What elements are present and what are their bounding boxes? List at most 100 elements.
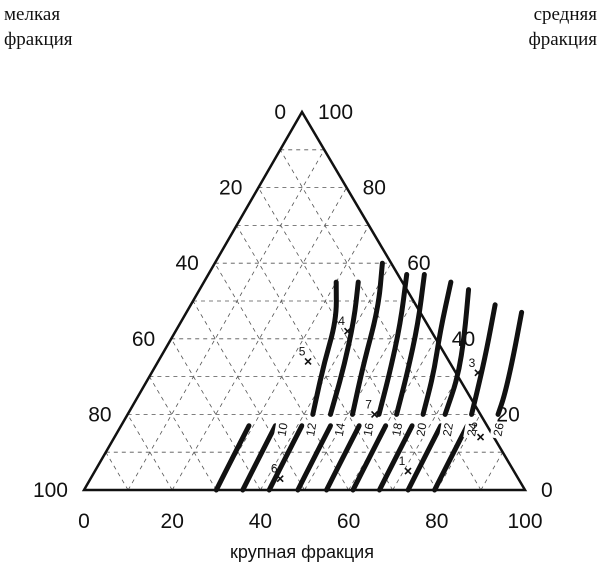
corner-label-medium: средняя фракция — [528, 2, 597, 52]
contour-label: 24 — [463, 419, 481, 440]
contour-label: 14 — [330, 419, 348, 440]
contour-line — [310, 279, 339, 417]
contour-label-text: 22 — [440, 422, 456, 438]
triangle-frame — [81, 109, 528, 492]
bottom-tick-label: 80 — [425, 510, 448, 533]
left-tick-label: 80 — [88, 403, 111, 426]
grid-line — [214, 262, 349, 491]
sample-point-label: 3 — [469, 356, 476, 370]
contour-layer — [213, 260, 525, 493]
contour-line — [442, 287, 472, 417]
contour-label-bg — [463, 419, 481, 440]
sample-point-marker — [304, 357, 312, 366]
left-tick-label: 40 — [175, 252, 198, 275]
left-tick-label: 0 — [274, 101, 286, 124]
contour-line — [394, 272, 427, 417]
contour-label-bg — [438, 419, 456, 440]
bottom-tick-label: 60 — [337, 510, 360, 533]
contour-label-text: 24 — [464, 422, 480, 438]
corner-label-fine-line2: фракция — [4, 29, 73, 50]
grid-line — [127, 149, 325, 491]
right-tick-label: 20 — [496, 403, 519, 426]
contour-label-bg — [330, 419, 348, 440]
contour-line — [266, 423, 305, 493]
corner-label-fine-line1: мелкая — [4, 4, 61, 25]
contour-line — [350, 260, 385, 417]
grid-line — [348, 338, 437, 491]
left-tick-label: 60 — [132, 328, 155, 351]
grid-line — [170, 338, 261, 491]
contour-label-layer: 10 12 14 16 18 20 22 24 26 — [273, 419, 507, 440]
bottom-tick-label: 20 — [161, 510, 184, 533]
contour-label-bg — [489, 419, 507, 440]
sample-point-marker — [404, 467, 412, 475]
contour-label-bg — [359, 419, 377, 440]
contour-label-bg — [412, 419, 430, 440]
grid-line — [171, 187, 347, 491]
contour-line — [420, 279, 454, 417]
contour-label-bg — [273, 419, 291, 440]
contour-line — [295, 423, 334, 493]
contour-label-text: 14 — [332, 422, 348, 438]
sample-point-label: 2 — [471, 420, 478, 434]
contour-line — [376, 272, 410, 417]
sample-point-marker — [276, 475, 284, 483]
contour-line — [469, 302, 498, 417]
x-axis-title: крупная фракция — [230, 542, 374, 562]
right-tick-label: 60 — [407, 252, 430, 275]
contour-label: 18 — [388, 419, 406, 440]
left-tick-label: 20 — [219, 177, 242, 200]
left-tick-label: 100 — [33, 479, 68, 502]
grid-line — [215, 225, 370, 491]
right-tick-label: 40 — [452, 328, 475, 351]
corner-label-medium-line2: фракция — [528, 29, 597, 50]
contour-line — [324, 423, 362, 493]
contour-label-text: 26 — [491, 422, 507, 438]
bottom-tick-label: 0 — [78, 510, 90, 533]
contour-label-text: 12 — [303, 422, 319, 438]
contour-label: 22 — [438, 419, 456, 440]
grid-line — [480, 452, 504, 491]
grid-line — [192, 300, 305, 491]
bottom-tick-label: 40 — [249, 510, 272, 533]
grid-line — [236, 225, 394, 491]
grid-line — [149, 376, 217, 491]
contour-line — [327, 279, 361, 417]
contour-label-text: 18 — [389, 422, 405, 438]
contour-line — [376, 423, 415, 493]
contour-label-bg — [302, 419, 320, 440]
contour-label: 12 — [302, 419, 320, 440]
contour-label: 20 — [412, 419, 430, 440]
contour-label: 10 — [273, 419, 291, 440]
right-tick-label: 0 — [541, 479, 553, 502]
contour-line — [405, 423, 444, 493]
sample-point-label: 7 — [365, 397, 372, 411]
grid-line — [105, 451, 129, 491]
sample-point-label: 4 — [338, 314, 345, 328]
contour-line — [350, 423, 389, 493]
corner-label-medium-line1: средняя — [533, 4, 597, 25]
right-tick-label: 100 — [318, 101, 353, 124]
contour-label-text: 16 — [360, 422, 376, 438]
sample-point-marker — [474, 369, 482, 377]
bottom-tick-label: 100 — [507, 510, 542, 533]
sample-point-marker — [476, 433, 485, 441]
sample-point-label: 6 — [271, 462, 278, 476]
contour-label: 26 — [489, 419, 507, 440]
contour-label-text: 20 — [413, 422, 429, 438]
sample-point-marker — [370, 410, 379, 418]
corner-label-fine: мелкая фракция — [4, 2, 73, 52]
tick-layer: 0 20 40 60 80 100 0 20 40 60 80 100 100 80 60 40 20 0 — [33, 101, 553, 533]
right-tick-label: 80 — [363, 177, 386, 200]
contour-label-bg — [388, 419, 406, 440]
grid-line — [127, 414, 173, 491]
contour-line — [240, 423, 278, 493]
contour-label-text: 10 — [274, 422, 290, 438]
contour-line — [495, 309, 525, 417]
sample-point-label: 1 — [399, 454, 406, 468]
sample-point-label: 5 — [299, 344, 306, 358]
contour-line — [213, 423, 252, 493]
sample-point-marker — [343, 327, 352, 335]
